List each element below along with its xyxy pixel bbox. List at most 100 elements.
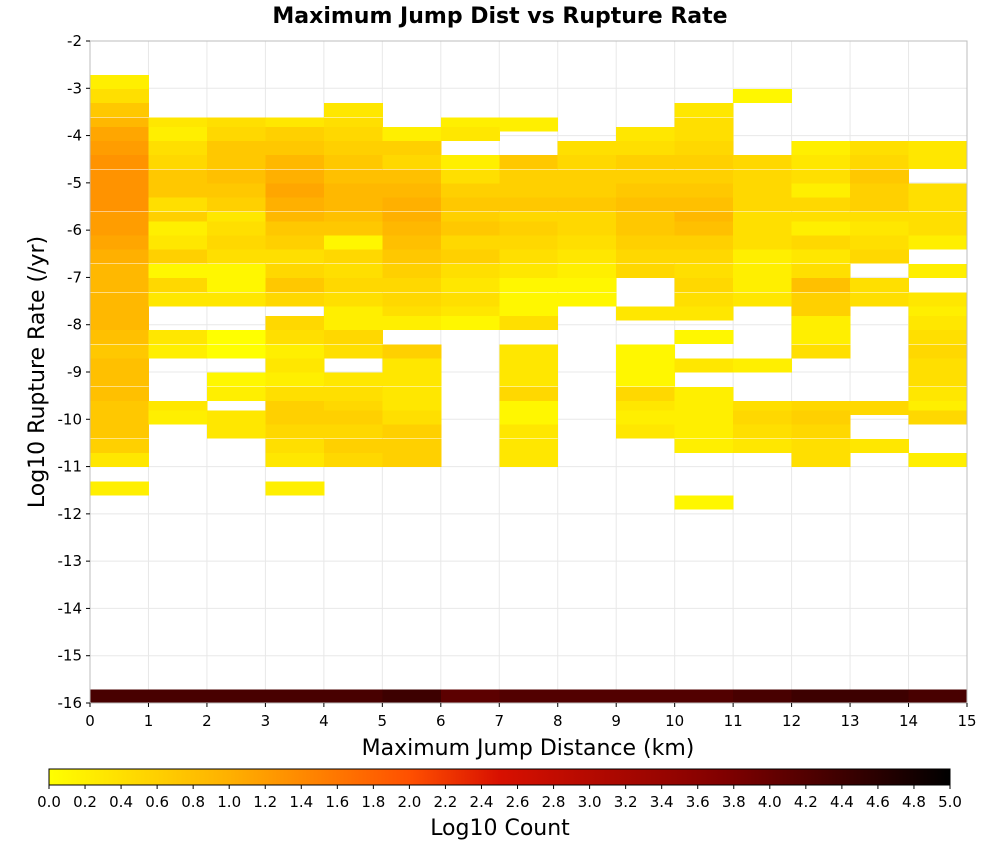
x-tick-label: 3 <box>261 712 271 730</box>
x-tick-label: 7 <box>494 712 504 730</box>
colorbar-tick-label: 0.8 <box>181 793 205 811</box>
heatmap-cell <box>674 263 734 278</box>
heatmap-cell <box>90 424 149 439</box>
heatmap-cell <box>323 155 383 170</box>
heatmap-cell <box>557 169 617 184</box>
heatmap-cell <box>499 197 559 212</box>
y-tick-label: -7 <box>67 268 82 286</box>
heatmap-cell <box>616 689 676 704</box>
heatmap-cell <box>382 235 442 250</box>
heatmap-cell <box>206 249 266 264</box>
heatmap-cell <box>265 315 325 330</box>
heatmap-cell <box>90 386 149 401</box>
heatmap-cell <box>382 453 442 468</box>
heatmap-cell <box>148 235 208 250</box>
heatmap-cell <box>206 386 266 401</box>
heatmap-cell <box>791 263 851 278</box>
heatmap-cell <box>850 235 910 250</box>
heatmap-cell <box>850 140 910 155</box>
colorbar-tick-label: 1.0 <box>217 793 241 811</box>
heatmap-cell <box>791 221 851 236</box>
x-axis-label: Maximum Jump Distance (km) <box>362 736 695 761</box>
heatmap-cell <box>791 344 851 359</box>
x-tick-label: 4 <box>319 712 329 730</box>
heatmap-cell <box>499 263 559 278</box>
heatmap-cell <box>733 221 793 236</box>
heatmap-cell <box>674 197 734 212</box>
heatmap-cell <box>733 358 793 373</box>
heatmap-cell <box>90 263 149 278</box>
heatmap-cell <box>908 197 968 212</box>
heatmap-cell <box>323 424 383 439</box>
heatmap-cell <box>557 221 617 236</box>
colorbar-tick-label: 3.2 <box>614 793 638 811</box>
heatmap-cell <box>440 689 500 704</box>
heatmap-cell <box>382 424 442 439</box>
heatmap-cell <box>499 386 559 401</box>
colorbar-tick-label: 3.8 <box>722 793 746 811</box>
heatmap-cell <box>148 169 208 184</box>
heatmap-cell <box>791 330 851 345</box>
heatmap-cell <box>265 453 325 468</box>
colorbar-tick-label: 5.0 <box>938 793 962 811</box>
heatmap-cell <box>499 410 559 425</box>
heatmap-cell <box>90 74 149 89</box>
heatmap-cell <box>148 155 208 170</box>
heatmap-cell <box>616 424 676 439</box>
heatmap-cell <box>382 410 442 425</box>
x-tick-label: 2 <box>202 712 212 730</box>
heatmap-cell <box>733 438 793 453</box>
heatmap-cell <box>674 221 734 236</box>
heatmap-cell <box>382 372 442 387</box>
heatmap-cell <box>90 235 149 250</box>
heatmap-cell <box>733 263 793 278</box>
heatmap-cell <box>148 278 208 293</box>
heatmap-cell <box>206 183 266 198</box>
heatmap-cell <box>323 330 383 345</box>
heatmap-cell <box>90 292 149 307</box>
heatmap-cell <box>90 249 149 264</box>
heatmap-cell <box>557 689 617 704</box>
y-tick-label: -6 <box>67 221 82 239</box>
y-tick-label: -15 <box>58 647 83 665</box>
heatmap-cell <box>265 183 325 198</box>
heatmap-cell <box>791 235 851 250</box>
heatmap-cell <box>90 330 149 345</box>
y-tick-label: -8 <box>67 316 82 334</box>
heatmap-cell <box>908 453 968 468</box>
heatmap-cell <box>382 155 442 170</box>
heatmap-cell <box>733 249 793 264</box>
heatmap-cell <box>323 249 383 264</box>
heatmap-cell <box>265 358 325 373</box>
x-tick-label: 13 <box>841 712 860 730</box>
heatmap-cell <box>674 438 734 453</box>
heatmap-cell <box>440 197 500 212</box>
heatmap-cell <box>850 183 910 198</box>
heatmap-cell <box>674 358 734 373</box>
heatmap-cell <box>206 140 266 155</box>
heatmap-cell <box>90 481 149 496</box>
heatmap-cell <box>499 424 559 439</box>
heatmap-cell <box>733 235 793 250</box>
heatmap-cell <box>382 358 442 373</box>
heatmap-cell <box>850 278 910 293</box>
colorbar-tick-label: 1.6 <box>325 793 349 811</box>
heatmap-cell <box>265 140 325 155</box>
heatmap-cell <box>440 155 500 170</box>
heatmap-cell <box>616 263 676 278</box>
heatmap-cell <box>323 278 383 293</box>
y-tick-label: -2 <box>67 32 82 50</box>
y-tick-label: -11 <box>58 458 83 476</box>
y-tick-label: -5 <box>67 174 82 192</box>
heatmap-cell <box>90 372 149 387</box>
heatmap-cell <box>382 689 442 704</box>
heatmap-cell <box>382 169 442 184</box>
heatmap-cell <box>674 424 734 439</box>
heatmap-cell <box>557 183 617 198</box>
y-tick-label: -13 <box>58 552 83 570</box>
heatmap-cell <box>90 278 149 293</box>
colorbar-tick-label: 3.0 <box>578 793 602 811</box>
heatmap-cell <box>499 358 559 373</box>
heatmap-cell <box>557 197 617 212</box>
